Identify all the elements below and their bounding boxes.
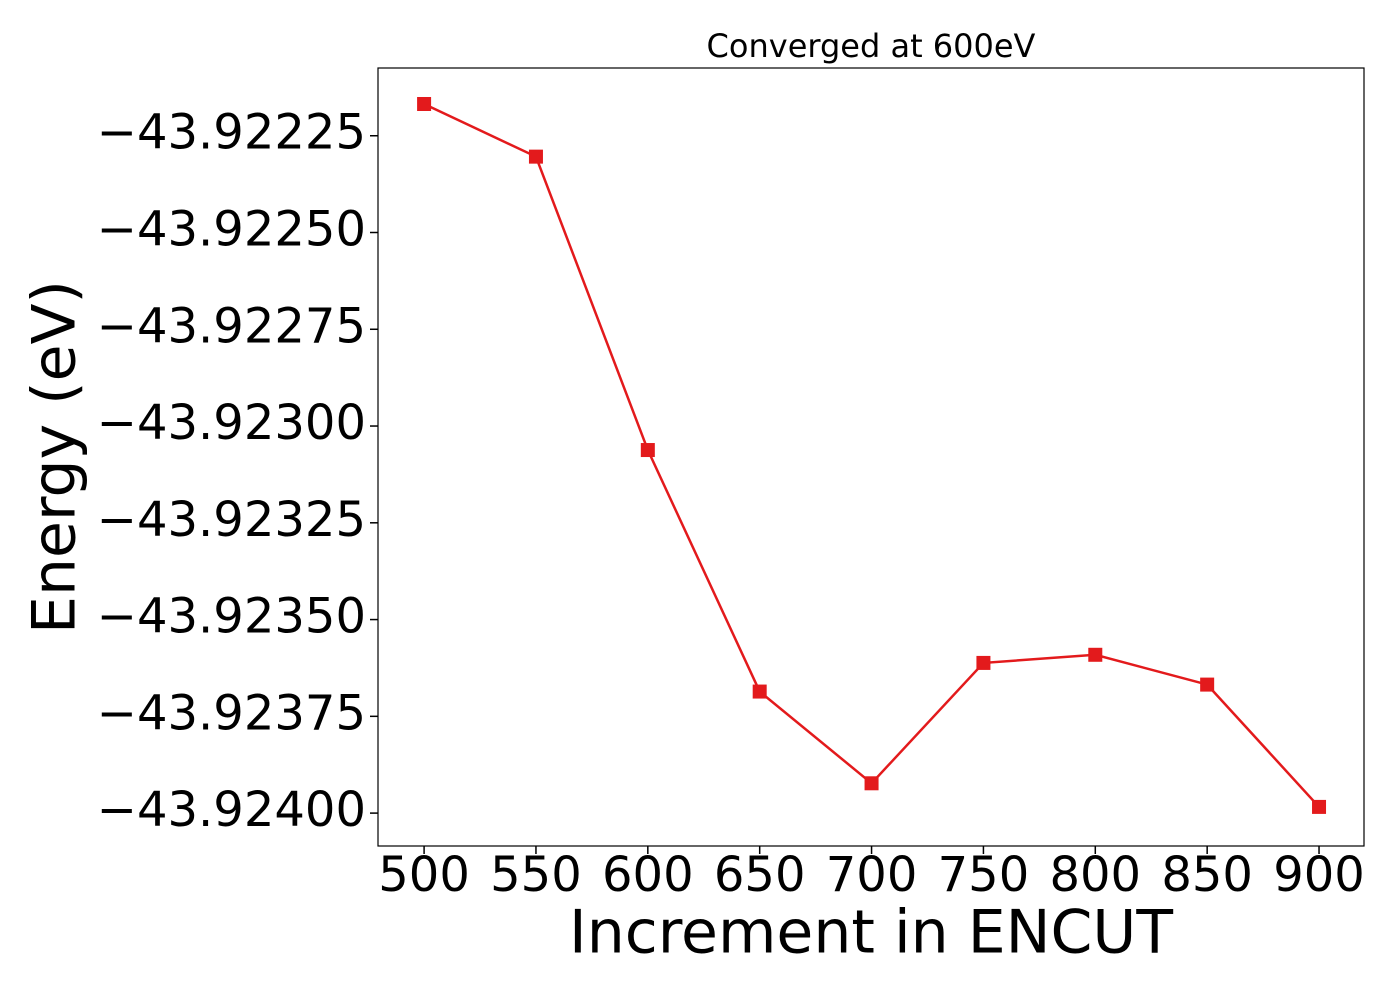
marker (752, 684, 767, 699)
y-tick-label: −43.92275 (97, 298, 366, 354)
marker (417, 96, 432, 111)
marker (1200, 677, 1215, 692)
x-tick-label: 700 (826, 847, 918, 903)
line (423, 102, 1320, 808)
x-tick-label: 850 (1161, 847, 1253, 903)
marker (976, 655, 991, 670)
y-tick-label: −43.92350 (97, 589, 366, 645)
marker (1088, 647, 1103, 662)
marker (864, 776, 879, 791)
x-tick-label: 600 (602, 847, 694, 903)
y-tick-label: −43.92250 (97, 202, 366, 258)
y-axis-label: Energy (eV) (20, 280, 90, 634)
marker (528, 149, 543, 164)
y-tick-label: −43.92375 (97, 685, 366, 741)
y-tick-label: −43.92400 (97, 782, 366, 838)
marker (640, 443, 655, 458)
marker (1312, 799, 1327, 814)
x-tick-label: 800 (1049, 847, 1141, 903)
x-tick-label: 500 (378, 847, 470, 903)
chart-title: Converged at 600eV (707, 27, 1036, 65)
x-tick-label: 900 (1273, 847, 1365, 903)
plot-frame (377, 67, 1365, 847)
x-tick-label: 550 (490, 847, 582, 903)
x-tick-label: 650 (714, 847, 806, 903)
y-tick-label: −43.92325 (97, 492, 366, 548)
y-tick-label: −43.92300 (97, 395, 366, 451)
y-tick-label: −43.92225 (97, 105, 366, 161)
x-tick-label: 750 (938, 847, 1030, 903)
x-axis-label: Increment in ENCUT (569, 898, 1173, 968)
